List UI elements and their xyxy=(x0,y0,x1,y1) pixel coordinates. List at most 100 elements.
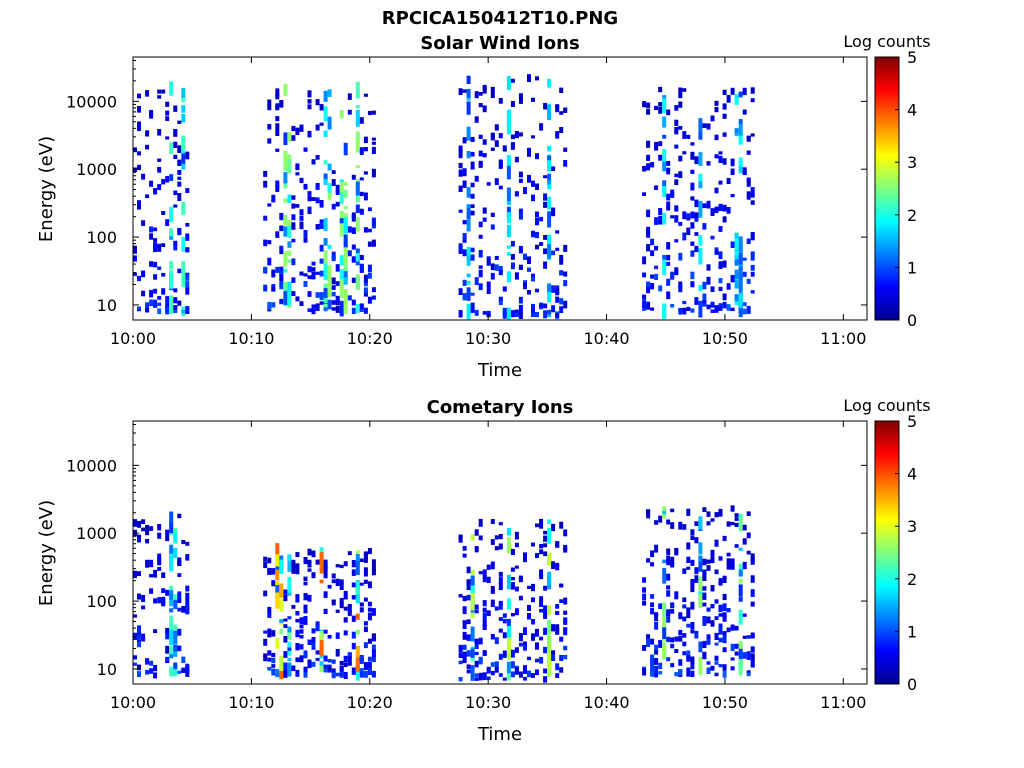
heatmap-cell xyxy=(335,609,340,613)
heatmap-cell xyxy=(371,239,376,247)
heatmap-cell xyxy=(347,93,352,100)
heatmap-cell xyxy=(670,637,675,643)
heatmap-cell xyxy=(263,561,268,569)
heatmap-cell xyxy=(518,636,523,642)
heatmap-cell xyxy=(714,187,719,194)
figure-title: RPCICA150412T10.PNG xyxy=(382,8,618,29)
heatmap-cell xyxy=(646,209,651,218)
heatmap-cell xyxy=(535,669,539,676)
heatmap-cell xyxy=(181,163,186,170)
heatmap-cell xyxy=(283,151,288,158)
heatmap-cell xyxy=(181,87,186,98)
heatmap-cell xyxy=(157,243,162,252)
heatmap-cell xyxy=(738,91,743,96)
heatmap-cell xyxy=(670,508,675,513)
heatmap-cell xyxy=(563,271,568,277)
heatmap-cell xyxy=(486,676,491,680)
heatmap-cell xyxy=(323,90,328,102)
heatmap-cell xyxy=(283,164,288,172)
heatmap-cell xyxy=(137,671,141,677)
heatmap-cell xyxy=(510,254,515,260)
heatmap-cell xyxy=(678,91,683,99)
heatmap-cell xyxy=(734,238,739,251)
heatmap-cell xyxy=(173,662,178,669)
heatmap-cell xyxy=(543,201,548,208)
heatmap-cell xyxy=(169,646,174,655)
y-tick-label: 10000 xyxy=(66,92,117,111)
heatmap-cell xyxy=(710,549,715,557)
heatmap-cell xyxy=(650,162,655,168)
heatmap-cell xyxy=(722,647,727,653)
heatmap-cell xyxy=(551,655,556,661)
heatmap-cell xyxy=(185,541,190,546)
heatmap-cell xyxy=(666,109,671,116)
heatmap-cell xyxy=(177,645,182,652)
heatmap-cell xyxy=(718,286,723,292)
heatmap-cell xyxy=(466,594,471,600)
heatmap-cell xyxy=(686,669,691,677)
heatmap-cell xyxy=(153,243,158,250)
heatmap-cell xyxy=(746,511,751,516)
heatmap-cell xyxy=(642,165,647,172)
heatmap-cell xyxy=(137,151,141,156)
heatmap-cell xyxy=(746,635,751,639)
heatmap-cell xyxy=(351,307,356,315)
heatmap-cell xyxy=(563,654,568,660)
heatmap-cell xyxy=(173,154,178,159)
heatmap-cell xyxy=(686,607,691,614)
heatmap-cell xyxy=(734,250,739,262)
heatmap-cell xyxy=(543,530,548,535)
heatmap-cell xyxy=(458,677,463,682)
heatmap-cell xyxy=(555,673,560,678)
heatmap-cell xyxy=(714,661,719,665)
heatmap-cell xyxy=(181,309,186,314)
heatmap-cell xyxy=(169,544,174,562)
heatmap-cell xyxy=(287,154,292,159)
heatmap-cell xyxy=(543,668,548,674)
heatmap-cell xyxy=(343,189,348,198)
heatmap-cell xyxy=(474,660,479,668)
heatmap-cell xyxy=(666,294,671,298)
heatmap-cell xyxy=(690,585,695,593)
heatmap-cell xyxy=(315,624,320,632)
heatmap-cell xyxy=(462,237,467,243)
heatmap-cell xyxy=(714,616,719,620)
heatmap-cell xyxy=(165,136,170,140)
heatmap-cell xyxy=(177,628,182,636)
heatmap-cell xyxy=(185,663,190,670)
heatmap-cell xyxy=(470,578,475,593)
heatmap-cell xyxy=(339,255,344,266)
heatmap-cell xyxy=(650,670,655,677)
heatmap-cell xyxy=(169,590,174,600)
heatmap-cell xyxy=(650,594,655,599)
heatmap-cell xyxy=(654,273,659,280)
heatmap-cell xyxy=(367,548,372,555)
heatmap-cell xyxy=(275,569,280,581)
heatmap-cell xyxy=(295,127,300,135)
heatmap-cell xyxy=(323,559,328,566)
heatmap-cell xyxy=(149,180,154,187)
heatmap-cell xyxy=(563,160,568,167)
heatmap-cell xyxy=(315,650,320,654)
heatmap-cell xyxy=(531,230,535,238)
heatmap-cell xyxy=(275,266,280,273)
heatmap-cell xyxy=(518,642,523,647)
heatmap-cell xyxy=(535,76,539,81)
heatmap-cell xyxy=(702,569,707,576)
heatmap-cell xyxy=(303,557,308,565)
heatmap-cell xyxy=(307,594,312,602)
heatmap-cell xyxy=(153,274,158,280)
heatmap-cell xyxy=(359,210,364,215)
heatmap-cell xyxy=(714,134,719,141)
heatmap-cell xyxy=(670,271,675,279)
heatmap-cell xyxy=(559,258,564,265)
heatmap-cell xyxy=(343,277,348,285)
heatmap-cell xyxy=(514,608,519,616)
heatmap-cell xyxy=(343,248,348,265)
heatmap-cell xyxy=(506,187,511,201)
heatmap-cell xyxy=(666,590,671,597)
heatmap-cell xyxy=(263,638,268,646)
heatmap-cell xyxy=(543,612,548,619)
heatmap-cell xyxy=(742,613,747,617)
heatmap-cell xyxy=(555,247,560,251)
